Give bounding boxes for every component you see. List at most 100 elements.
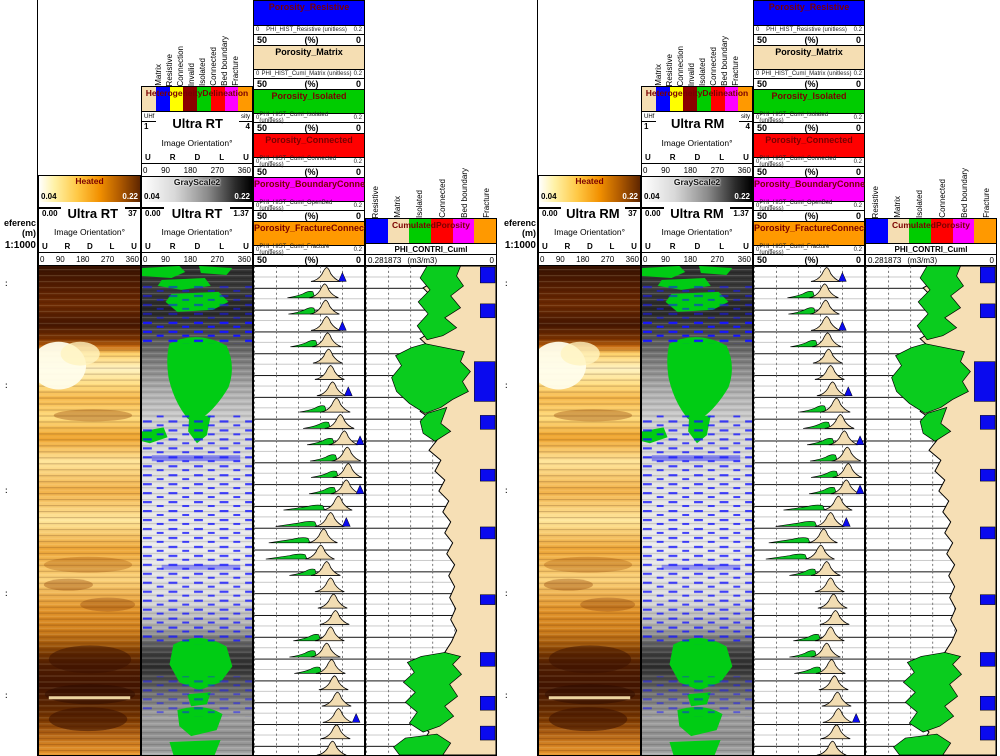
depth-scale: 1:1000 [4, 240, 36, 251]
orient-u1: U [145, 153, 151, 162]
orientation-values: 0 90 180 270 360 [539, 252, 640, 265]
flag-isolated: Isolated [915, 189, 925, 218]
porosity-hist-scale: 0 PHI_HIST_Cuml_Isolated (unitless) 0.2 [754, 112, 864, 124]
deg-0: 0 [40, 254, 45, 264]
porosity-pct-scale: 50 (%) 0 [254, 210, 364, 221]
heated-min: 0.04 [541, 192, 557, 201]
deg-270: 270 [710, 165, 724, 175]
track-grayscale-image: Matrix Resistive Connection Invalid Isol… [141, 0, 253, 756]
grayscale-image-body[interactable] [141, 265, 253, 756]
cat-right-label: sity [738, 114, 752, 122]
cat-left-value: 1 [144, 122, 149, 131]
porosity-histogram-body[interactable] [253, 265, 365, 756]
chip-bed-boundary [724, 87, 739, 111]
flag-invalid: Invalid [687, 62, 696, 86]
hist-max: 0.2 [353, 247, 362, 253]
heated-image-body[interactable] [38, 265, 141, 756]
deg-360: 360 [625, 254, 639, 264]
deg-360: 360 [737, 254, 751, 264]
hist-max: 0.2 [853, 27, 862, 33]
porosity-group-connected: Porosity_Connected 0 PHI_HIST_Cuml_Conne… [254, 133, 364, 177]
porosity-group-connected: Porosity_Connected 0 PHI_HIST_Cuml_Conne… [754, 133, 864, 177]
orient-d: D [194, 153, 201, 162]
cumulated-flags: Resistive Matrix Isolated Connected Bed … [365, 138, 497, 218]
heated-max: 0.22 [622, 192, 638, 201]
track-porosity-header: Porosity_Resistive 0 PHI_HIST_Resistive … [253, 0, 384, 265]
chip-matrix [887, 219, 910, 243]
flag-matrix: Matrix [892, 196, 902, 218]
porosity-group-resistive: Porosity_Resistive 0 PHI_HIST_Resistive … [254, 1, 364, 45]
track-heated-image: Heated 0.04 0.22 0.00 Ultra RT 37 Image … [38, 0, 141, 756]
depth-tick: : [505, 486, 508, 495]
scale-min: 0.281873 [868, 255, 902, 265]
deg-180: 180 [183, 165, 197, 175]
orient-l: L [219, 153, 225, 162]
deg-360: 360 [237, 165, 251, 175]
orient-l: L [719, 242, 725, 251]
porosity-pct-scale: 50 (%) 0 [754, 122, 864, 133]
porosity-histogram-canvas [254, 266, 364, 755]
hist-label: PHI_HIST_Cuml_Connected (unitless) [759, 156, 837, 168]
orient-d: D [587, 242, 593, 251]
cat-left-value: 1 [644, 122, 649, 131]
cumulated-curve-name: PHI_CONTRI_Cuml [366, 243, 496, 254]
deg-180: 180 [183, 254, 197, 264]
orientation-values: 0 90 180 270 360 [39, 252, 140, 265]
cumulated-scale: 0.281873 (m3/m3) 0 [366, 254, 496, 265]
deg-90: 90 [555, 254, 565, 264]
pct-units: (%) [804, 123, 819, 133]
curve-max: 37 [125, 207, 140, 218]
porosity-hist-scale: 0 PHI_HIST_Cuml_Isolated (unitless) 0.2 [254, 112, 364, 124]
curve-name: Ultra RM [670, 116, 725, 131]
porosity-name: Porosity_Isolated [254, 89, 364, 101]
orient-u1: U [145, 242, 151, 251]
heated-colorbar-scale: 0.04 0.22 [539, 191, 640, 202]
deg-180: 180 [683, 165, 697, 175]
orient-u1: U [645, 242, 651, 251]
orient-u2: U [631, 242, 637, 251]
hist-label: PHI_HIST_Cuml_OpenBed (unitless) [259, 200, 333, 212]
scale-max: 0 [989, 255, 994, 265]
porosity-colorbar [754, 233, 864, 245]
pct-max: 0 [355, 123, 361, 133]
pct-units: (%) [804, 211, 819, 221]
orientation-label: Image Orientation° [39, 224, 140, 240]
porosity-group-isolated: Porosity_Isolated 0 PHI_HIST_Cuml_Isolat… [254, 89, 364, 133]
porosity-group-resistive: Porosity_Resistive 0 PHI_HIST_Resistive … [754, 1, 864, 45]
grayscale-image-body[interactable] [641, 265, 753, 756]
grayscale-max: 0.22 [734, 192, 750, 201]
cumulated-porosity-body[interactable] [365, 265, 497, 756]
hist-min: 0 [256, 203, 260, 209]
orient-d: D [694, 242, 701, 251]
orient-l: L [609, 242, 615, 251]
heated-image-body[interactable] [538, 265, 641, 756]
grayscale-curve-scale: 0.00 Ultra RT 1.37 [142, 202, 252, 224]
cumulated-porosity-body[interactable] [865, 265, 997, 756]
pct-min: 50 [257, 35, 268, 45]
pct-max: 0 [855, 255, 861, 265]
porosity-name: Porosity_Resistive [254, 1, 364, 13]
heterogeneity-scale: UHf 1 Ultra RT sity 4 [142, 111, 252, 135]
porosity-group-matrix: Porosity_Matrix 0 PHI_HIST_Cuml_Matrix (… [254, 45, 364, 89]
porosity-histogram-body[interactable] [753, 265, 865, 756]
flag-resistive: Resistive [165, 53, 174, 86]
cat-right: sity 4 [239, 114, 252, 132]
flag-connected: Connected [937, 179, 947, 218]
log-panel: eferenc (m) 1:1000 : : : : : Heated 0.04… [0, 0, 497, 756]
flag-invalid: Invalid [187, 62, 196, 86]
chip-resistive [366, 219, 388, 243]
chip-bed-boundary [952, 219, 975, 243]
heated-image-canvas [39, 266, 140, 755]
orient-r: R [64, 242, 71, 251]
cumulated-scale: 0.281873 (m3/m3) 0 [866, 254, 996, 265]
chip-connection [169, 87, 184, 111]
porosity-pct-scale: 50 (%) 0 [254, 166, 364, 177]
porosity-colorbar [754, 13, 864, 25]
deg-270: 270 [710, 254, 724, 264]
heterogeneity-colorbar: HeterogeneityDelineation [142, 87, 252, 111]
curve-min: 0.00 [642, 207, 664, 218]
orient-r: R [669, 153, 676, 162]
chip-bed-boundary [224, 87, 239, 111]
grayscale-colorbar-scale: 0.04 0.22 [642, 191, 752, 202]
